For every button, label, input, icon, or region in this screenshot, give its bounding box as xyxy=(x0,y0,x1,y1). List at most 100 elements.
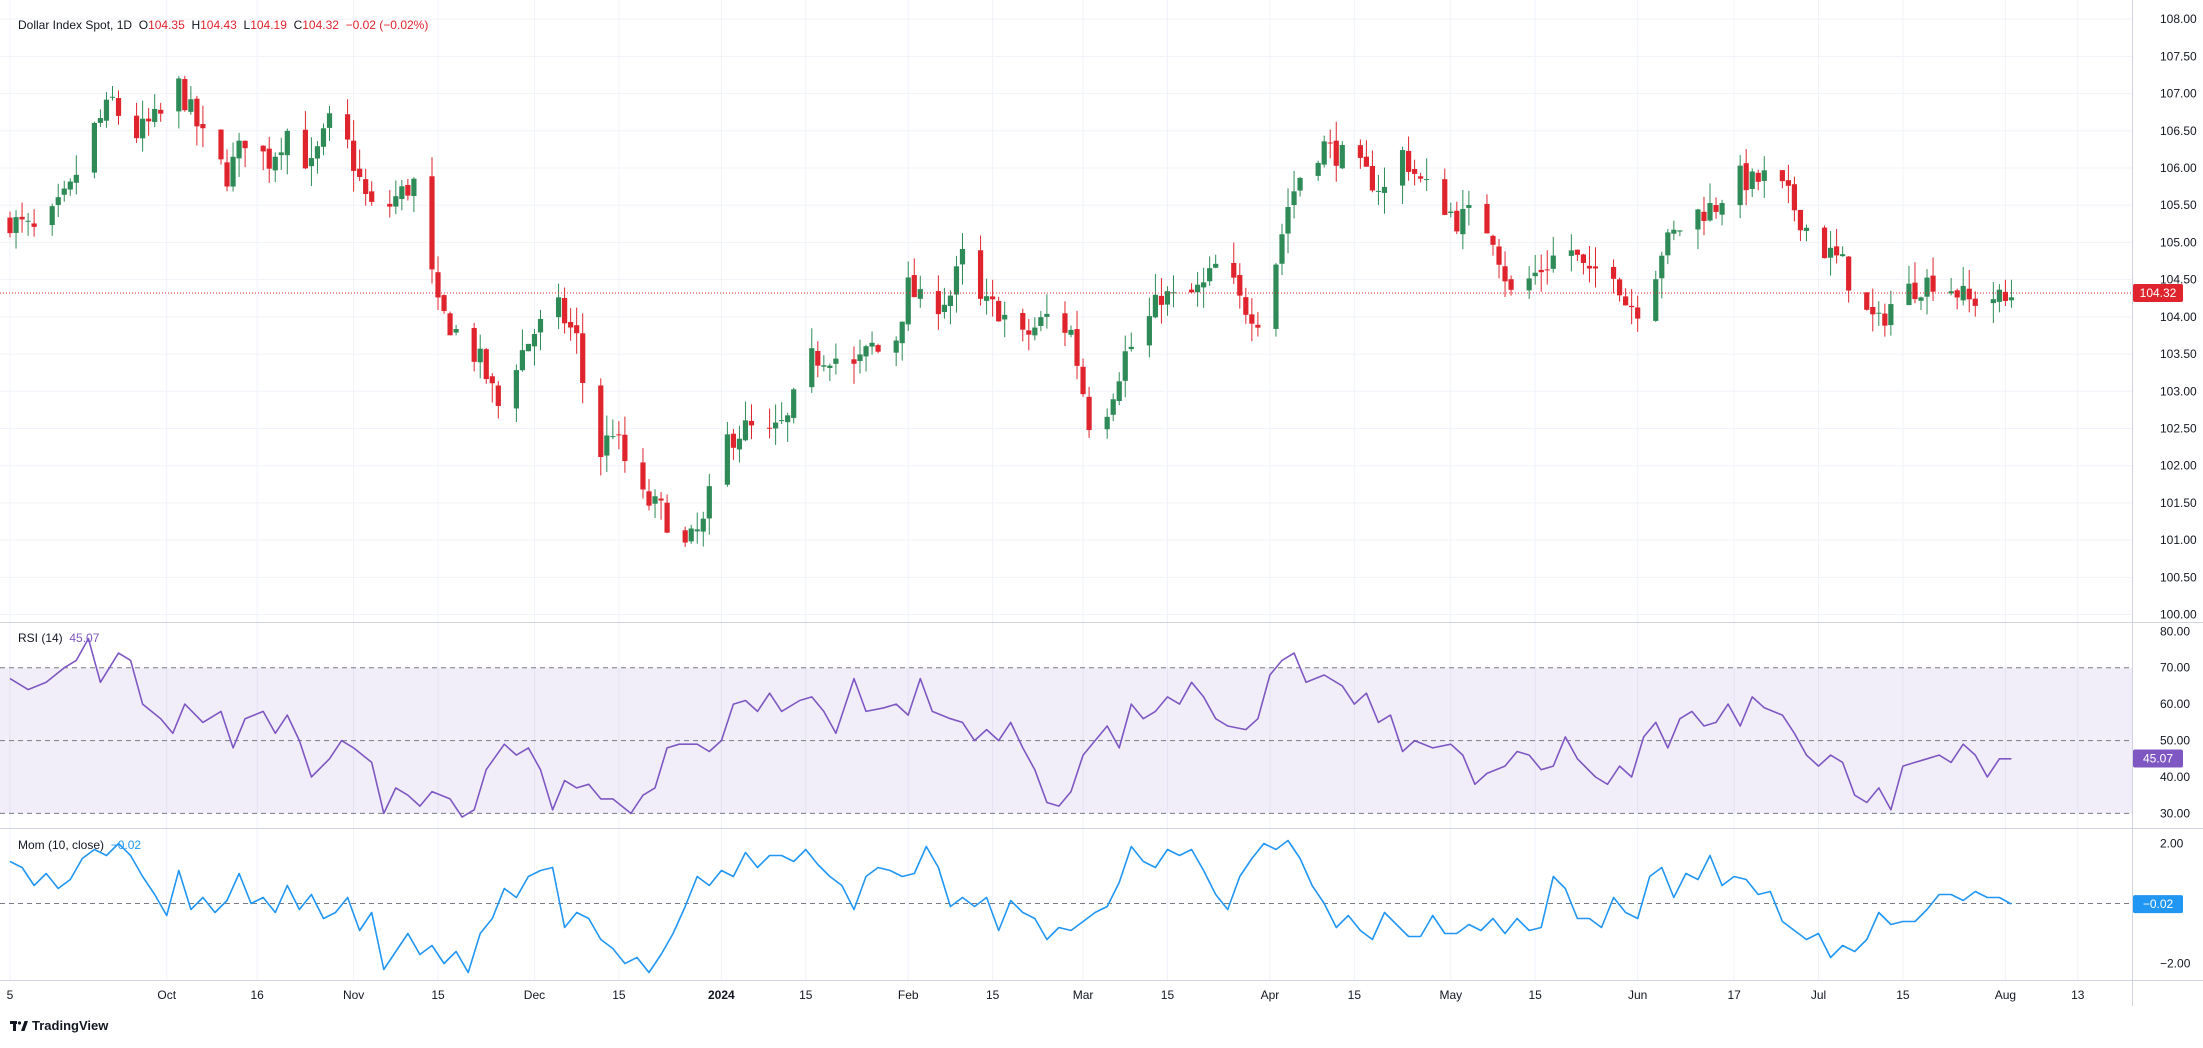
candle-body xyxy=(537,318,544,333)
candle xyxy=(1357,139,1363,169)
candle xyxy=(833,343,839,375)
candle-body xyxy=(827,365,833,368)
candle xyxy=(953,255,960,313)
candle-body xyxy=(1629,305,1635,308)
candle xyxy=(1333,121,1339,182)
candle-body xyxy=(1466,204,1472,208)
candle xyxy=(55,183,61,218)
time-tick-label: Apr xyxy=(1261,988,1280,1002)
price-tick-label: 103.00 xyxy=(2160,384,2197,398)
close-label: C104.32 xyxy=(293,18,339,32)
candle xyxy=(200,105,206,148)
candle-body xyxy=(616,434,622,436)
candle xyxy=(1635,295,1641,332)
last-value-labels: 104.32 45.07 −0.02 xyxy=(2133,284,2183,914)
price-tick-label: 103.50 xyxy=(2160,347,2197,361)
candle-body xyxy=(706,486,712,519)
candle-body xyxy=(103,99,110,121)
mom-tick-label: −2.00 xyxy=(2160,957,2191,971)
candle xyxy=(568,308,574,341)
candle xyxy=(447,311,453,336)
candle xyxy=(429,157,435,284)
candle xyxy=(857,339,863,374)
candle xyxy=(266,136,272,183)
candle-body xyxy=(1273,264,1279,329)
candle-body xyxy=(351,140,357,171)
rsi-tick-label: 50.00 xyxy=(2160,734,2190,748)
candle xyxy=(1110,393,1116,422)
candle-body xyxy=(604,435,610,456)
candle-body xyxy=(1297,177,1303,191)
candle-body xyxy=(959,248,966,265)
candle-body xyxy=(1038,317,1044,326)
candle xyxy=(218,129,224,165)
candle-body xyxy=(1990,299,1996,304)
candle-body xyxy=(941,304,948,313)
candle xyxy=(519,329,526,372)
candle xyxy=(1375,174,1382,206)
candle-body xyxy=(1948,291,1954,294)
candle-body xyxy=(893,340,899,353)
candle xyxy=(513,364,519,422)
candle-body xyxy=(688,528,694,542)
candle xyxy=(1496,238,1502,279)
time-tick-label: Feb xyxy=(898,988,919,1002)
mom-last-tag-bg xyxy=(2133,895,2183,914)
candle-body xyxy=(766,427,773,429)
candle-body xyxy=(833,358,839,364)
candle xyxy=(140,100,146,152)
candle-body xyxy=(1418,176,1424,179)
time-tick-label: 15 xyxy=(1896,988,1910,1002)
candle-body xyxy=(1966,288,1972,300)
candle-body xyxy=(453,329,459,333)
candle xyxy=(1870,288,1876,332)
rsi-tick-label: 80.00 xyxy=(2160,624,2190,638)
candle-body xyxy=(1526,278,1532,291)
candle-body xyxy=(664,502,670,533)
mom-legend-name: Mom (10, close) xyxy=(18,838,105,852)
candlestick-series xyxy=(0,75,2132,547)
candle-body xyxy=(1960,285,1966,301)
candle xyxy=(1002,301,1008,338)
candle xyxy=(1448,202,1454,218)
candle xyxy=(483,347,489,384)
candle xyxy=(2002,279,2009,306)
candle-body xyxy=(1207,268,1213,282)
candle-body xyxy=(477,348,483,363)
rsi-band xyxy=(0,667,2132,814)
candle-body xyxy=(748,420,755,426)
candle-body xyxy=(1002,314,1008,320)
candle-body xyxy=(1701,211,1707,221)
candle-body xyxy=(1405,150,1412,172)
candle-body xyxy=(911,275,917,298)
candle xyxy=(1827,230,1834,276)
candle-body xyxy=(652,496,658,504)
candle xyxy=(1996,284,2002,313)
candle xyxy=(224,149,230,192)
pane-frames xyxy=(0,0,2203,1006)
candle-body xyxy=(1243,297,1249,315)
candle-body xyxy=(724,434,730,485)
candle xyxy=(1158,278,1165,324)
candle-body xyxy=(429,176,435,270)
candle xyxy=(1207,256,1213,286)
candle-body xyxy=(917,289,923,299)
candle-body xyxy=(1321,141,1327,165)
candle xyxy=(1152,274,1158,319)
last-price-tag-text: 104.32 xyxy=(2140,286,2177,300)
candle xyxy=(531,329,538,366)
candle xyxy=(1074,310,1080,380)
candle xyxy=(863,344,869,372)
candle-body xyxy=(1749,171,1755,189)
mom-last-tag: −0.02 xyxy=(2133,895,2183,914)
candle xyxy=(984,278,990,315)
candle-body xyxy=(513,370,519,409)
tradingview-brand[interactable]: TradingView xyxy=(10,1018,108,1033)
candle-body xyxy=(1249,314,1255,324)
candle xyxy=(1580,253,1587,275)
time-tick-label: Aug xyxy=(1995,988,2016,1002)
candle xyxy=(1044,294,1050,329)
main-legend: Dollar Index Spot, 1D O104.35 H104.43 L1… xyxy=(18,18,428,32)
mom-legend-value: −0.02 xyxy=(110,838,142,852)
